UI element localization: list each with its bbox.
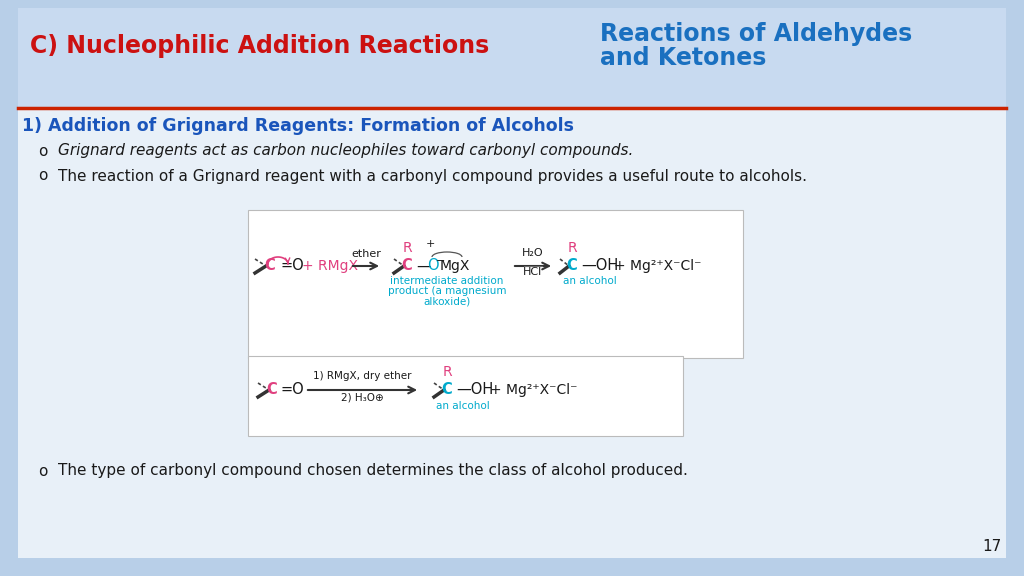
Text: =O: =O xyxy=(280,259,304,274)
Text: HCl: HCl xyxy=(523,267,543,277)
Text: =O: =O xyxy=(281,382,305,397)
Text: C: C xyxy=(566,259,578,274)
Text: product (a magnesium: product (a magnesium xyxy=(388,286,506,296)
Text: o: o xyxy=(38,143,47,158)
Bar xyxy=(248,356,683,436)
Text: an alcohol: an alcohol xyxy=(436,401,489,411)
Text: C: C xyxy=(441,382,453,397)
Text: The reaction of a Grignard reagent with a carbonyl compound provides a useful ro: The reaction of a Grignard reagent with … xyxy=(58,169,807,184)
Text: The type of carbonyl compound chosen determines the class of alcohol produced.: The type of carbonyl compound chosen det… xyxy=(58,464,688,479)
Text: C: C xyxy=(401,259,413,274)
Text: ether: ether xyxy=(351,249,381,259)
Text: —OH: —OH xyxy=(456,382,494,397)
Text: 1) Addition of Grignard Reagents: Formation of Alcohols: 1) Addition of Grignard Reagents: Format… xyxy=(22,117,574,135)
Text: +: + xyxy=(425,239,434,249)
Text: C) Nucleophilic Addition Reactions: C) Nucleophilic Addition Reactions xyxy=(30,34,489,58)
Text: o: o xyxy=(38,464,47,479)
Text: 17: 17 xyxy=(983,539,1002,554)
Text: Grignard reagents act as carbon nucleophiles toward carbonyl compounds.: Grignard reagents act as carbon nucleoph… xyxy=(58,143,634,158)
Text: H₂O: H₂O xyxy=(522,248,544,258)
FancyBboxPatch shape xyxy=(5,5,1019,571)
Bar xyxy=(248,210,743,358)
Text: MgX: MgX xyxy=(440,259,470,273)
Text: alkoxide): alkoxide) xyxy=(423,296,471,306)
Text: Reactions of Aldehydes: Reactions of Aldehydes xyxy=(600,22,912,46)
Text: —: — xyxy=(416,259,431,274)
Text: R: R xyxy=(567,241,577,255)
Text: an alcohol: an alcohol xyxy=(563,276,616,286)
Text: R: R xyxy=(442,365,452,379)
Text: and Ketones: and Ketones xyxy=(600,46,766,70)
Text: 1) RMgX, dry ether: 1) RMgX, dry ether xyxy=(312,371,412,381)
Text: + Mg²⁺X⁻Cl⁻: + Mg²⁺X⁻Cl⁻ xyxy=(614,259,701,273)
Text: o: o xyxy=(38,169,47,184)
Text: C: C xyxy=(266,382,278,397)
Text: intermediate addition: intermediate addition xyxy=(390,276,504,286)
Text: + Mg²⁺X⁻Cl⁻: + Mg²⁺X⁻Cl⁻ xyxy=(490,383,578,397)
Text: —OH: —OH xyxy=(581,259,618,274)
Bar xyxy=(18,8,1006,108)
Text: −: − xyxy=(436,256,445,266)
Text: O: O xyxy=(427,259,438,274)
Text: R: R xyxy=(402,241,412,255)
Text: + RMgX: + RMgX xyxy=(302,259,358,273)
Text: 2) H₃O⊕: 2) H₃O⊕ xyxy=(341,392,383,402)
Text: C: C xyxy=(264,259,275,274)
Bar xyxy=(18,108,1006,558)
